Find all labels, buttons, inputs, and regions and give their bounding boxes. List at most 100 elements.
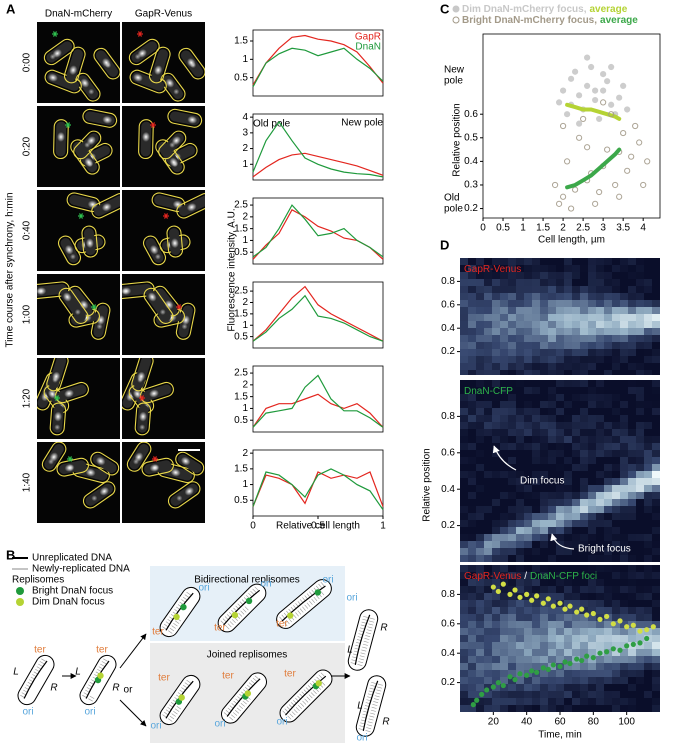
- heatmap-cell: [628, 349, 636, 356]
- heatmap-cell: [484, 265, 492, 272]
- heatmap-cell: [588, 565, 596, 572]
- heatmap-cell: [564, 607, 572, 614]
- heatmap-cell: [596, 279, 604, 286]
- focus: [74, 309, 81, 316]
- heatmap-cell: [636, 408, 644, 415]
- heatmap-cell: [588, 450, 596, 457]
- heatmap-cell: [476, 335, 484, 342]
- heatmap-cell: [516, 356, 524, 363]
- heatmap-cell: [580, 457, 588, 464]
- focus-point: [597, 650, 603, 656]
- heatmap-cell: [500, 677, 508, 684]
- cell-label: R: [380, 623, 387, 634]
- heatmap-cell: [604, 422, 612, 429]
- heatmap-cell: [644, 614, 652, 621]
- heatmap-cell: [596, 356, 604, 363]
- heatmap-cell: [572, 321, 580, 328]
- heatmap-cell: [652, 471, 660, 478]
- heatmap-cell: [492, 541, 500, 548]
- y-tick-label: 0.8: [441, 589, 455, 600]
- heatmap-cell: [460, 548, 468, 555]
- heatmap-cell: [588, 621, 596, 628]
- heatmap-cell: [572, 579, 580, 586]
- heatmap-cell: [572, 513, 580, 520]
- heatmap-cell: [524, 387, 532, 394]
- heatmap-cell: [556, 478, 564, 485]
- heatmap-cell: [612, 478, 620, 485]
- focus: [69, 65, 78, 76]
- heatmap-cell: [652, 548, 660, 555]
- heatmap-cell: [564, 670, 572, 677]
- heatmap-cell: [572, 628, 580, 635]
- focus-point: [637, 628, 643, 634]
- heatmap-cell: [564, 635, 572, 642]
- heatmap-cell: [484, 349, 492, 356]
- heatmap-cell: [532, 457, 540, 464]
- heatmap-cell: [604, 363, 612, 370]
- heatmap-cell: [508, 314, 516, 321]
- heatmap-cell: [532, 506, 540, 513]
- heatmap-cell: [652, 541, 660, 548]
- plot-frame: [252, 29, 384, 97]
- heatmap-cell: [644, 565, 652, 572]
- heatmap-cell: [604, 621, 612, 628]
- heatmap-cell: [460, 422, 468, 429]
- heatmap-cell: [460, 436, 468, 443]
- heatmap-cell: [460, 478, 468, 485]
- dna-comb: [363, 615, 369, 618]
- heatmap-cell: [596, 401, 604, 408]
- heatmap-cell: [564, 485, 572, 492]
- heatmap-cell: [564, 478, 572, 485]
- heatmap-cell: [532, 293, 540, 300]
- heatmap-cell: [604, 464, 612, 471]
- heatmap-cell: [508, 258, 516, 265]
- heatmap-cell: [476, 513, 484, 520]
- dna-comb: [82, 694, 87, 698]
- dna-comb: [184, 594, 190, 598]
- heatmap-cell: [508, 663, 516, 670]
- heatmap-cell: [524, 565, 532, 572]
- heatmap-cell: [476, 698, 484, 705]
- heatmap-cell: [652, 579, 660, 586]
- heatmap-cell: [580, 663, 588, 670]
- cell-diagram: [347, 609, 379, 671]
- cells: [126, 442, 205, 509]
- marker-star: [137, 31, 143, 37]
- heatmap-cell: [492, 555, 500, 562]
- heatmap-cell: [620, 265, 628, 272]
- heatmap-cell: [548, 677, 556, 684]
- heatmap-cell: [572, 492, 580, 499]
- heatmap-cell: [532, 286, 540, 293]
- cell-outline: [155, 139, 185, 175]
- heatmap-cell: [468, 628, 476, 635]
- heatmap-cell: [596, 342, 604, 349]
- heatmap-cell: [556, 506, 564, 513]
- heatmap-cell: [652, 293, 660, 300]
- heatmap-cell: [556, 698, 564, 705]
- heatmap-cell: [604, 443, 612, 450]
- heatmap-cell: [572, 363, 580, 370]
- heatmap-cell: [476, 499, 484, 506]
- heatmap-cell: [564, 328, 572, 335]
- heatmap-cell: [532, 272, 540, 279]
- cell-label: ori: [84, 707, 95, 718]
- heatmap-cell: [580, 279, 588, 286]
- y-tick-label: 1: [242, 235, 248, 246]
- dna-comb: [306, 602, 311, 607]
- heatmap-cell: [492, 286, 500, 293]
- heatmap-cell: [556, 314, 564, 321]
- heatmap-cell: [548, 363, 556, 370]
- heatmap-cell: [652, 408, 660, 415]
- heatmap-cell: [524, 607, 532, 614]
- heatmap-cell: [596, 478, 604, 485]
- heatmap-cell: [484, 513, 492, 520]
- heatmap-cell: [524, 677, 532, 684]
- heatmap-cell: [492, 642, 500, 649]
- heatmap-cell: [620, 698, 628, 705]
- heatmap-cell: [620, 548, 628, 555]
- heatmap-cell: [644, 656, 652, 663]
- heatmap-cell: [556, 628, 564, 635]
- heatmap-cell: [620, 677, 628, 684]
- heatmap-cell: [540, 555, 548, 562]
- heatmap-cell: [652, 628, 660, 635]
